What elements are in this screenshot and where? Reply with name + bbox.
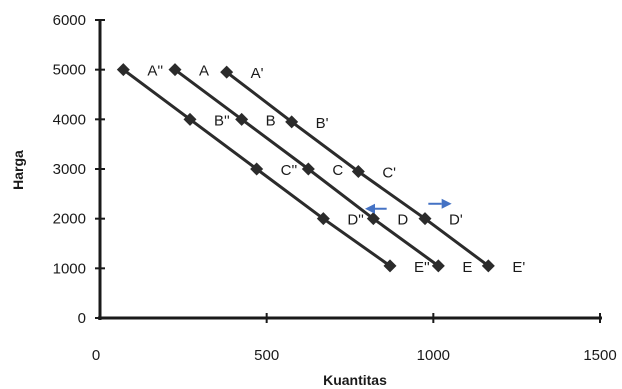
point-label: D'' (347, 212, 364, 229)
x-axis-title: Kuantitas (323, 372, 387, 388)
y-tick-label: 1000 (53, 260, 86, 277)
data-point-marker (116, 63, 130, 77)
shift-arrows (365, 198, 452, 214)
y-tick-label: 5000 (53, 62, 86, 79)
y-tick-label: 2000 (53, 211, 86, 228)
point-label: C (332, 162, 343, 179)
data-point-marker (183, 112, 197, 126)
point-label: B (266, 112, 276, 129)
y-tick-label: 3000 (53, 161, 86, 178)
data-point-marker (235, 112, 249, 126)
data-point-marker (431, 259, 445, 273)
y-tick-label: 0 (78, 310, 86, 327)
point-label: E' (512, 259, 525, 276)
data-point-marker (301, 162, 315, 176)
data-point-marker (366, 212, 380, 226)
shift-arrow-head-left (365, 203, 375, 214)
x-tick-label: 0 (92, 347, 100, 364)
point-label: A (199, 63, 209, 80)
data-point-marker (285, 115, 299, 129)
x-tick-label: 500 (254, 347, 279, 364)
point-label: A'' (147, 63, 163, 80)
x-tick-label: 1500 (583, 347, 616, 364)
shift-arrow-head-right (441, 198, 452, 209)
point-label: E (462, 259, 472, 276)
demand-curves: A'' B'' C'' D'' E'' A B C D E A' B' C' D' E' (116, 63, 525, 276)
data-point-marker (418, 212, 432, 226)
point-label: B' (316, 115, 329, 132)
data-point-marker (481, 259, 495, 273)
point-label: B'' (214, 112, 230, 129)
point-label: C'' (281, 162, 298, 179)
data-point-marker (351, 164, 365, 178)
point-label: C' (382, 164, 396, 181)
point-label: E'' (414, 259, 430, 276)
point-label: D' (449, 212, 463, 229)
data-point-marker (316, 212, 330, 226)
point-label: D (397, 212, 408, 229)
y-axis-ticks: 0 1000 2000 3000 4000 5000 6000 (53, 12, 105, 327)
y-tick-label: 6000 (53, 12, 86, 29)
y-tick-label: 4000 (53, 111, 86, 128)
x-tick-label: 1000 (417, 347, 450, 364)
x-axis-ticks: 0 500 1000 1500 (92, 313, 617, 364)
data-point-marker (220, 65, 234, 79)
data-point-marker (383, 259, 397, 273)
data-point-marker (168, 63, 182, 77)
point-label: A' (251, 65, 264, 82)
y-axis-title: Harga (10, 150, 26, 190)
data-point-marker (250, 162, 264, 176)
